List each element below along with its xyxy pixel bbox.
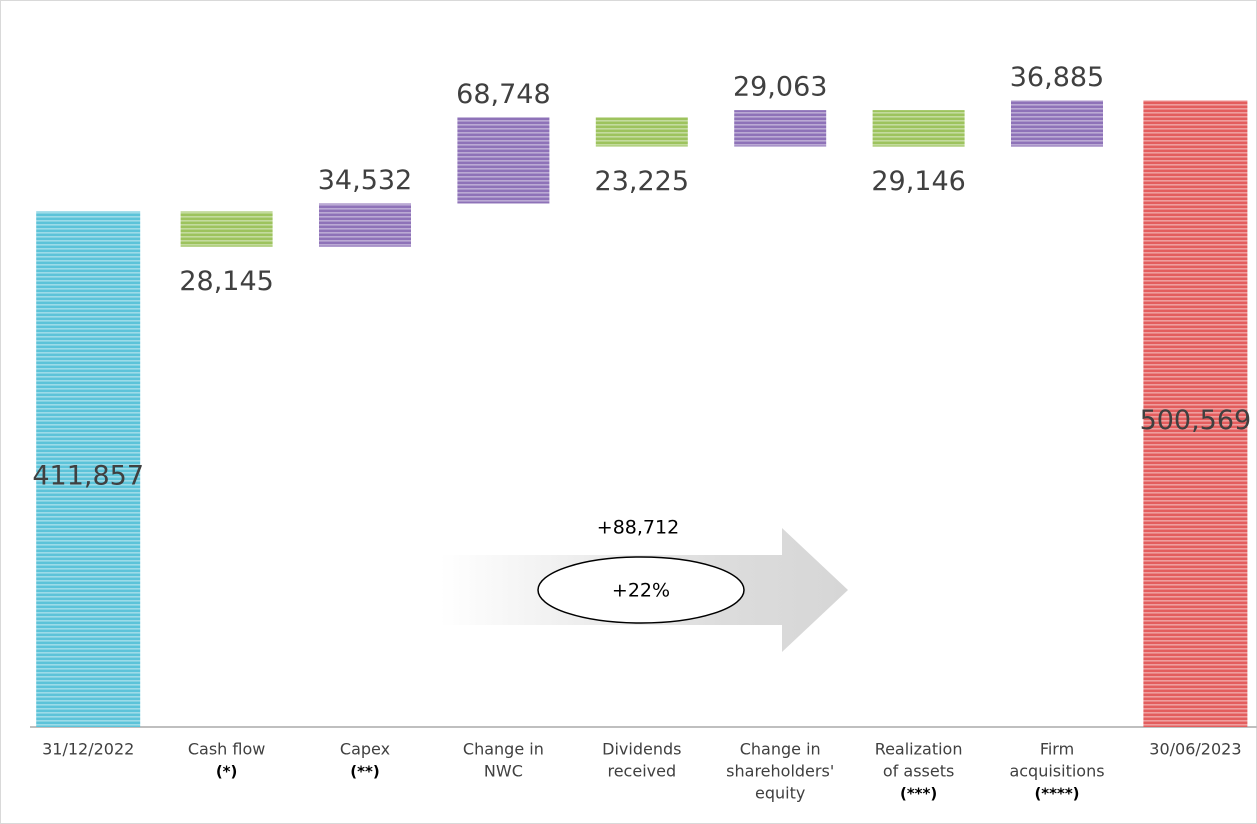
- percent-ellipse: [537, 556, 745, 624]
- x-tick-label: Capex: [340, 740, 390, 759]
- x-tick-label: acquisitions: [1009, 762, 1104, 781]
- value-label: 23,225: [595, 166, 689, 197]
- value-label: 34,532: [318, 165, 412, 196]
- step-bar: [1011, 100, 1103, 147]
- step-bar: [180, 211, 273, 247]
- category-note: (*): [216, 763, 238, 781]
- step-bar: [457, 117, 550, 204]
- step-bar: [595, 117, 688, 147]
- x-tick-label: Firm: [1040, 740, 1074, 759]
- category-note: (**): [350, 763, 379, 781]
- value-label: 29,063: [733, 72, 827, 103]
- x-tick-label: 31/12/2022: [42, 740, 134, 759]
- x-tick-label: Realization: [875, 740, 963, 759]
- value-label: 500,569: [1140, 405, 1252, 436]
- x-tick-label: shareholders': [726, 762, 834, 781]
- x-tick-label: received: [607, 762, 676, 781]
- category-note: (***): [900, 785, 937, 803]
- value-label: 68,748: [456, 79, 550, 110]
- change-annotation: +88,712: [597, 517, 679, 539]
- total-bar: [36, 211, 141, 728]
- step-bar: [734, 110, 827, 147]
- total-bar: [1143, 100, 1248, 727]
- x-tick-label: Cash flow: [188, 740, 266, 759]
- value-label: 411,857: [32, 461, 144, 492]
- x-tick-label: of assets: [883, 762, 954, 781]
- step-bar: [319, 203, 411, 247]
- step-bar: [872, 110, 965, 147]
- x-tick-label: equity: [755, 784, 805, 803]
- percent-annotation: +22%: [612, 580, 670, 602]
- x-tick-label: Change in: [463, 740, 544, 759]
- x-tick-label: 30/06/2023: [1149, 740, 1241, 759]
- value-label: 29,146: [871, 166, 965, 197]
- value-label: 28,145: [179, 266, 273, 297]
- category-note: (****): [1034, 785, 1079, 803]
- x-tick-label: Change in: [740, 740, 821, 759]
- value-label: 36,885: [1010, 62, 1104, 93]
- x-tick-label: Dividends: [602, 740, 681, 759]
- x-tick-label: NWC: [484, 762, 523, 781]
